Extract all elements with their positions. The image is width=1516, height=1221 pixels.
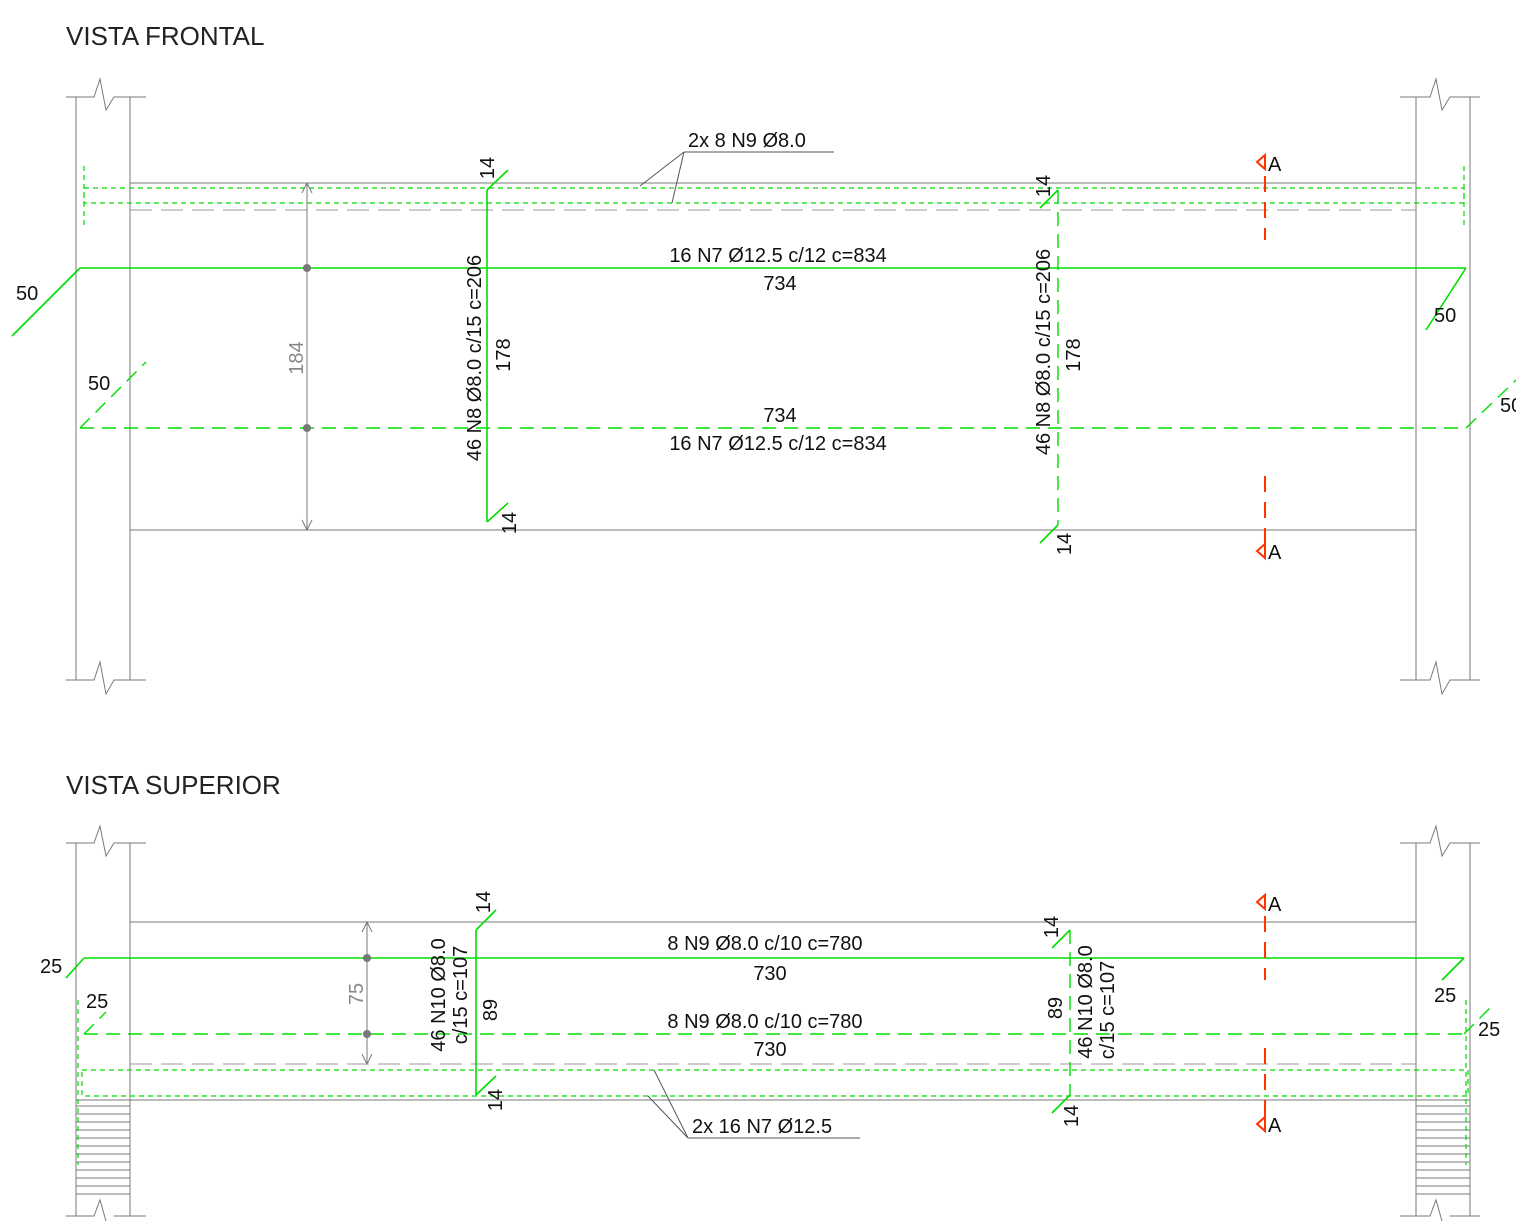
frontal-view-title: VISTA FRONTAL bbox=[66, 21, 264, 51]
right-column-hatch bbox=[1416, 1105, 1470, 1195]
stirrup-n10-right-hook-top: 14 bbox=[1041, 916, 1063, 938]
stirrup-n8-left-hook-top: 14 bbox=[477, 157, 499, 179]
bottom-bars-superior bbox=[77, 1000, 1469, 1165]
bar-n7-lower-anchor-left: 50 bbox=[88, 373, 110, 395]
section-marker-top-frontal bbox=[1255, 152, 1266, 172]
width-dimension-superior bbox=[361, 920, 373, 1066]
superior-view-title: VISTA SUPERIOR bbox=[66, 770, 281, 800]
stirrup-n10-right-label-2: c/15 c=107 bbox=[1097, 961, 1119, 1059]
width-dimension-value: 75 bbox=[346, 983, 368, 1005]
stirrup-n10-left-label-2: c/15 c=107 bbox=[450, 946, 472, 1044]
top-bars-leader-frontal bbox=[639, 151, 834, 204]
bar-n9-lower-length: 730 bbox=[753, 1039, 786, 1061]
stirrup-n8-right bbox=[1039, 189, 1059, 544]
bar-n7-upper-length: 734 bbox=[763, 273, 796, 295]
section-label-bottom-frontal: A bbox=[1268, 542, 1282, 564]
stirrup-n8-left-length: 178 bbox=[493, 338, 515, 371]
stirrup-n8-right-length: 178 bbox=[1063, 338, 1085, 371]
right-column-frontal bbox=[1400, 77, 1480, 696]
section-label-top-frontal: A bbox=[1268, 154, 1282, 176]
section-marker-top-superior bbox=[1255, 892, 1266, 912]
bar-n9-upper-superior bbox=[65, 957, 1465, 981]
height-dimension-frontal bbox=[301, 181, 313, 532]
beam-outline-superior bbox=[76, 921, 1470, 1101]
bar-n7-lower-length: 734 bbox=[763, 405, 796, 427]
stirrup-n8-left-label: 46 N8 Ø8.0 c/15 c=206 bbox=[464, 255, 486, 461]
top-bars-frontal bbox=[83, 166, 1465, 226]
stirrup-n8-left bbox=[486, 169, 509, 523]
bar-n9-upper-anchor-left: 25 bbox=[40, 956, 62, 978]
stirrup-n10-left-length: 89 bbox=[480, 999, 502, 1021]
bar-n7-upper-label: 16 N7 Ø12.5 c/12 c=834 bbox=[669, 245, 886, 267]
bar-n9-lower-superior bbox=[83, 1007, 1491, 1035]
stirrup-n10-right-label-1: 46 N10 Ø8.0 bbox=[1075, 945, 1097, 1058]
section-label-bottom-superior: A bbox=[1268, 1115, 1282, 1137]
height-dimension-value: 184 bbox=[286, 341, 308, 374]
bar-n9-upper-anchor-right: 25 bbox=[1434, 985, 1456, 1007]
stirrup-n8-left-hook-bottom: 14 bbox=[499, 512, 521, 534]
stirrup-n10-left-hook-bottom: 14 bbox=[485, 1089, 507, 1111]
bar-n7-upper-frontal bbox=[11, 267, 1467, 337]
left-column-frontal bbox=[66, 77, 146, 696]
bar-n9-upper-length: 730 bbox=[753, 963, 786, 985]
bar-n9-upper-label: 8 N9 Ø8.0 c/10 c=780 bbox=[667, 933, 862, 955]
stirrup-n8-right-hook-bottom: 14 bbox=[1054, 533, 1076, 555]
stirrup-n10-left-label-1: 46 N10 Ø8.0 bbox=[428, 938, 450, 1051]
bar-n7-lower-anchor-right: 50 bbox=[1500, 395, 1516, 417]
stirrup-n10-right-length: 89 bbox=[1045, 997, 1067, 1019]
top-bars-label-frontal: 2x 8 N9 Ø8.0 bbox=[688, 130, 806, 152]
bottom-bars-label-superior: 2x 16 N7 Ø12.5 bbox=[692, 1116, 832, 1138]
beam-outline-frontal bbox=[130, 182, 1416, 531]
bar-n7-upper-anchor-right: 50 bbox=[1434, 305, 1456, 327]
stirrup-n8-right-hook-top: 14 bbox=[1033, 175, 1055, 197]
section-marker-bottom-frontal bbox=[1255, 541, 1266, 561]
bar-n9-lower-anchor-left: 25 bbox=[86, 991, 108, 1013]
stirrup-n10-right-hook-bottom: 14 bbox=[1061, 1105, 1083, 1127]
stirrup-n10-left bbox=[475, 909, 497, 1096]
bar-n7-upper-anchor-left: 50 bbox=[16, 283, 38, 305]
stirrup-n8-right-label: 46 N8 Ø8.0 c/15 c=206 bbox=[1033, 249, 1055, 455]
bar-n9-lower-label: 8 N9 Ø8.0 c/10 c=780 bbox=[667, 1011, 862, 1033]
bar-n7-lower-label: 16 N7 Ø12.5 c/12 c=834 bbox=[669, 433, 886, 455]
section-label-top-superior: A bbox=[1268, 894, 1282, 916]
bottom-bars-leader-superior bbox=[647, 1069, 860, 1139]
section-marker-bottom-superior bbox=[1255, 1114, 1266, 1134]
stirrup-n10-left-hook-top: 14 bbox=[473, 891, 495, 913]
bar-n9-lower-anchor-right: 25 bbox=[1478, 1019, 1500, 1041]
stirrup-n10-right bbox=[1051, 929, 1071, 1114]
left-column-hatch bbox=[76, 1105, 130, 1195]
